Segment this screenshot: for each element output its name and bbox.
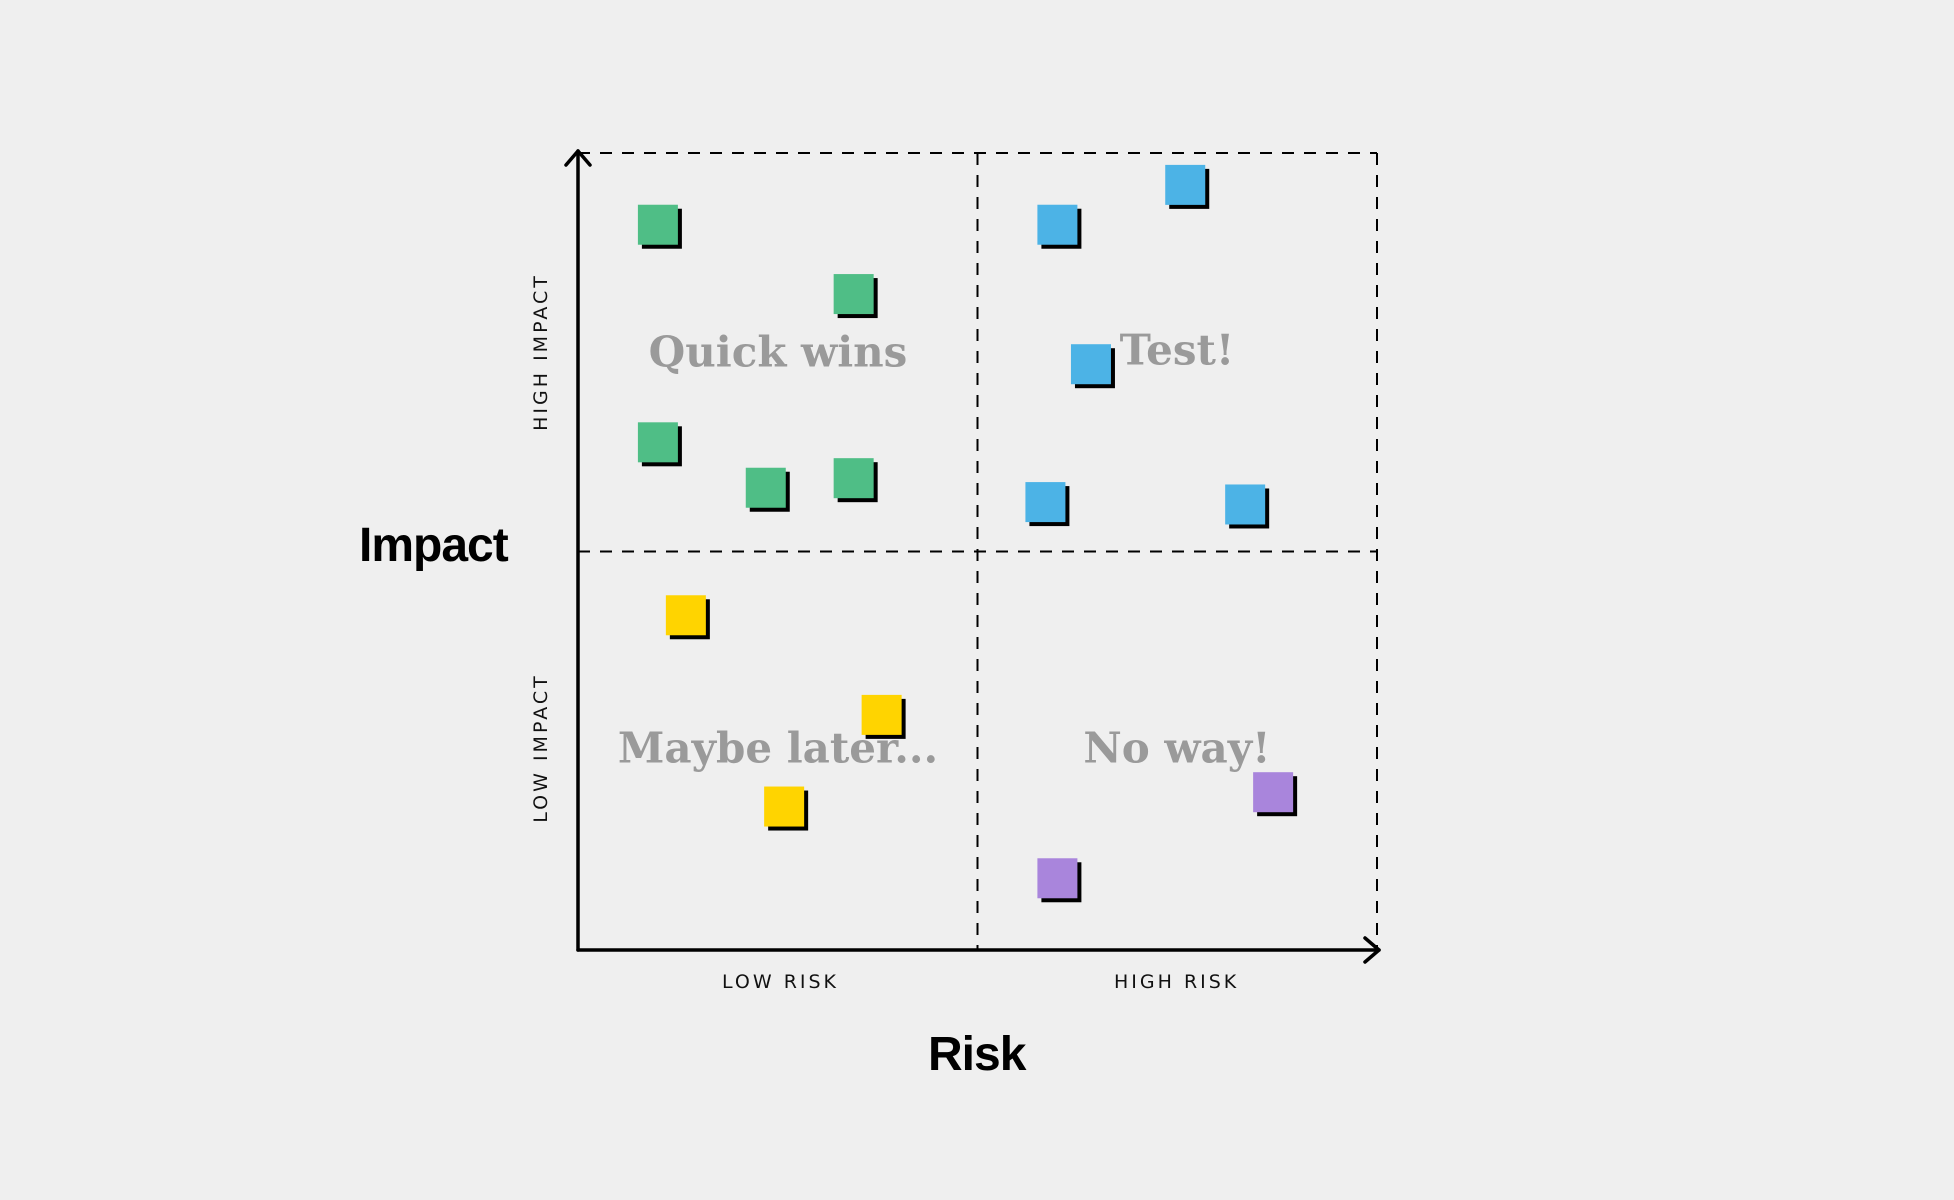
sticky-note-square [665,595,706,636]
sticky-note-square [833,274,874,315]
sticky-note [1225,484,1270,529]
sticky-note-square [745,467,786,508]
sticky-notes [637,164,1298,903]
sticky-note-square [1037,204,1078,245]
x-axis-arrow-icon [1363,936,1381,964]
sticky-note [1025,482,1070,527]
sticky-note [637,204,682,249]
low-risk-label: LOW RISK [722,971,840,993]
impact-axis-title: Impact [359,519,509,572]
sticky-note-square [637,204,678,245]
sticky-note [833,274,878,319]
sticky-note [1037,204,1082,249]
sticky-note [833,458,878,503]
sticky-note [637,422,682,467]
sticky-note-square [833,458,874,499]
sticky-note-square [1225,484,1266,525]
no-way-label: No way! [1083,723,1271,773]
risk-axis-title: Risk [928,1028,1026,1081]
sticky-note [665,595,710,640]
high-impact-label: HIGH IMPACT [530,273,552,431]
sticky-note-square [1070,344,1111,385]
sticky-note [764,786,809,831]
y-axis-arrow-icon [564,149,592,167]
sticky-note [1070,344,1115,389]
sticky-note [1165,164,1210,209]
quick-wins-label: Quick wins [648,327,908,377]
sticky-note-square [1253,772,1294,813]
sticky-note [861,694,906,739]
sticky-note-square [1037,858,1078,899]
sticky-note-square [1165,164,1206,205]
low-impact-label: LOW IMPACT [530,673,552,823]
sticky-note [1253,772,1298,817]
sticky-note-square [764,786,805,827]
sticky-note-square [637,422,678,463]
sticky-note-square [1025,482,1066,523]
test-label: Test! [1119,325,1235,375]
matrix-frame [564,149,1381,964]
sticky-note [745,467,790,512]
high-risk-label: HIGH RISK [1114,971,1240,993]
sticky-note [1037,858,1082,903]
maybe-later-label: Maybe later... [617,723,939,773]
sticky-note-square [861,694,902,735]
